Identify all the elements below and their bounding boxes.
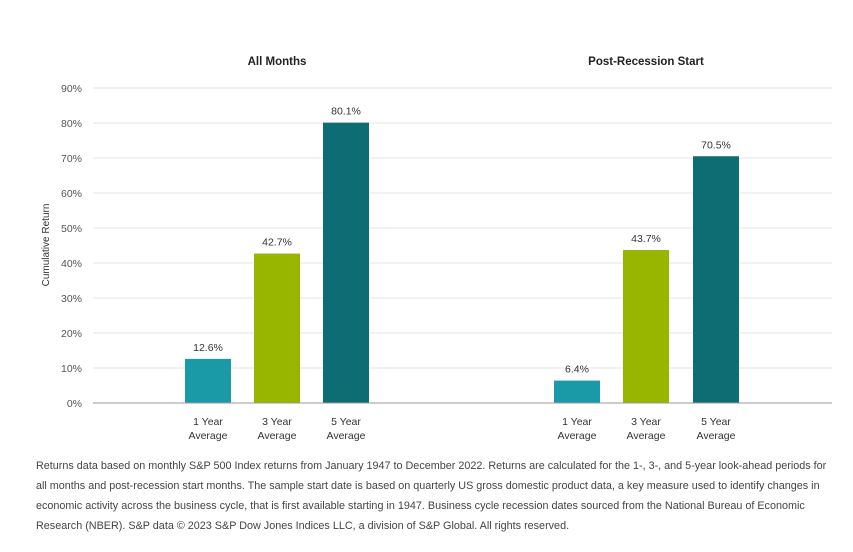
panel-title: All Months <box>248 56 307 68</box>
x-tick-label: 5 Year Average <box>327 416 366 442</box>
x-tick-label: 3 Year Average <box>627 416 666 442</box>
panel-title: Post-Recession Start <box>588 56 704 68</box>
y-tick-label: 80% <box>61 118 82 130</box>
bar <box>554 380 600 403</box>
footnote: Returns data based on monthly S&P 500 In… <box>36 460 827 532</box>
x-tick-label: 1 Year Average <box>189 416 228 442</box>
y-tick-label: 90% <box>61 83 82 95</box>
bar <box>254 253 300 403</box>
y-axis-label: Cumulative Return <box>41 204 52 287</box>
gridlines <box>93 87 832 369</box>
cumulative-return-chart: 0% 10% 20% 30% 40% 50% 60% 70% 80% 90% Cumulative… <box>41 56 832 442</box>
data-label: 6.4% <box>565 364 589 376</box>
data-label: 70.5% <box>701 139 731 151</box>
data-label: 43.7% <box>631 233 661 245</box>
y-tick-label: 60% <box>61 188 82 200</box>
y-tick-label: 50% <box>61 223 82 235</box>
bar <box>693 156 739 403</box>
y-tick-label: 40% <box>61 258 82 270</box>
x-tick-label: 5 Year Average <box>697 416 736 442</box>
chart-panel: All Months 12.6% 1 Year Average 42.7% 3 Year A… <box>185 56 369 442</box>
chart-panel: Post-Recession Start 6.4% 1 Year Average 43.… <box>554 56 739 442</box>
y-tick-label: 20% <box>61 328 82 340</box>
y-axis-ticks: 0% 10% 20% 30% 40% 50% 60% 70% 80% 90% <box>61 83 82 410</box>
x-tick-label: 1 Year Average <box>558 416 597 442</box>
y-tick-label: 70% <box>61 153 82 165</box>
x-tick-label: 3 Year Average <box>258 416 297 442</box>
data-label: 12.6% <box>193 342 223 354</box>
chart-panels: All Months 12.6% 1 Year Average 42.7% 3 Year A… <box>185 56 739 442</box>
y-tick-label: 0% <box>67 398 82 410</box>
bar <box>623 250 669 403</box>
y-tick-label: 10% <box>61 363 82 375</box>
data-label: 42.7% <box>262 237 292 249</box>
y-tick-label: 30% <box>61 293 82 305</box>
data-label: 80.1% <box>331 106 361 118</box>
bar <box>323 122 369 404</box>
bar <box>185 358 231 403</box>
